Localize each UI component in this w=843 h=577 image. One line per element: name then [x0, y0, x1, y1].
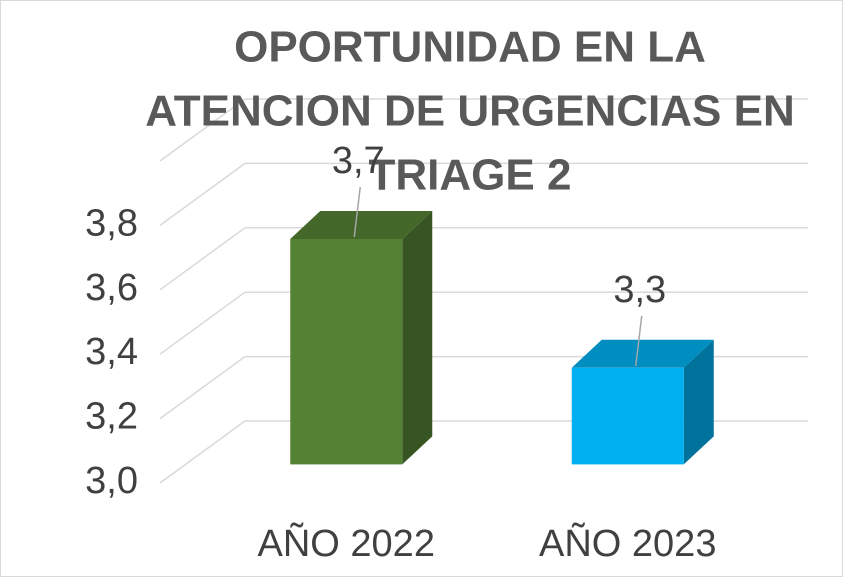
y-tick-label: 3,2	[85, 396, 138, 438]
bar-top	[290, 211, 433, 239]
grid-line	[159, 420, 246, 484]
bar	[290, 239, 403, 465]
x-tick-label: AÑO 2023	[539, 522, 716, 565]
bar-top	[571, 339, 714, 368]
chart-title: OPORTUNIDAD EN LA	[234, 23, 706, 72]
bar-side	[683, 339, 714, 465]
grid-line	[159, 355, 246, 420]
grid-line	[159, 162, 246, 227]
data-label: 3,7	[332, 140, 385, 182]
x-tick-label: AÑO 2022	[258, 522, 435, 565]
y-tick-label: 3,0	[85, 460, 138, 502]
chart-title: ATENCION DE URGENCIAS EN	[145, 87, 794, 136]
chart-title: TRIAGE 2	[369, 151, 572, 200]
bar	[571, 367, 684, 465]
grid-line	[159, 98, 246, 162]
grid-line	[159, 291, 246, 355]
leader-line	[635, 315, 643, 366]
leader-line	[353, 186, 361, 238]
grid-line	[159, 227, 246, 291]
data-label: 3,3	[613, 269, 666, 311]
y-tick-label: 3,4	[85, 331, 138, 373]
bar-side	[402, 211, 433, 465]
y-tick-label: 3,8	[85, 202, 138, 244]
y-tick-label: 3,6	[85, 267, 138, 309]
